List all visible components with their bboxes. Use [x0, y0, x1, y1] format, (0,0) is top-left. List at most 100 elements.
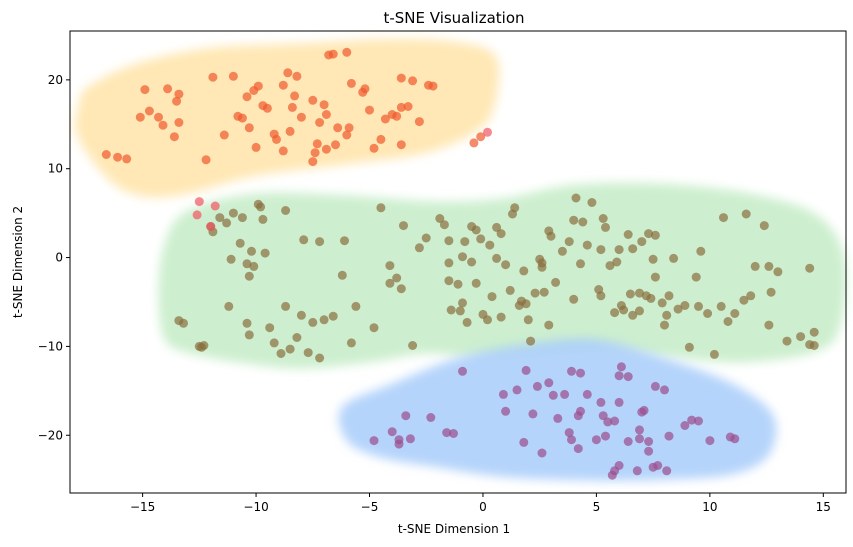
scatter-point	[673, 304, 683, 314]
scatter-point	[369, 323, 379, 333]
scatter-point	[337, 270, 347, 280]
scatter-point	[687, 415, 697, 425]
scatter-point	[578, 217, 588, 227]
cluster-region-3	[338, 338, 777, 481]
scatter-point	[376, 203, 386, 213]
scatter-point	[680, 301, 690, 310]
scatter-point	[569, 215, 579, 225]
scatter-point	[290, 91, 300, 101]
scatter-point	[632, 466, 642, 476]
scatter-point	[614, 245, 624, 255]
scatter-point	[265, 323, 275, 333]
scatter-point	[596, 245, 606, 255]
scatter-point	[539, 287, 549, 297]
scatter-point	[303, 348, 313, 358]
scatter-point	[694, 416, 703, 426]
scatter-point	[342, 47, 352, 57]
scatter-point	[249, 261, 259, 271]
scatter-point	[723, 317, 733, 326]
scatter-point	[346, 338, 356, 348]
scatter-point	[194, 341, 204, 351]
scatter-point	[396, 284, 406, 294]
scatter-point	[598, 214, 608, 223]
scatter-point	[730, 434, 740, 444]
scatter-point	[376, 134, 386, 144]
scatter-point	[610, 308, 620, 318]
y-tick-label: 20	[48, 73, 63, 87]
scatter-point	[403, 102, 413, 111]
scatter-point	[408, 76, 418, 86]
scatter-point	[287, 102, 297, 112]
scatter-point	[782, 336, 792, 346]
scatter-point	[333, 123, 343, 133]
scatter-point	[564, 428, 574, 438]
scatter-point	[428, 81, 438, 91]
scatter-point	[519, 266, 529, 276]
scatter-point	[694, 301, 703, 311]
scatter-point	[635, 288, 644, 298]
scatter-point	[512, 385, 522, 395]
scatter-point	[385, 261, 395, 271]
cluster-regions	[74, 38, 846, 481]
scatter-point	[321, 144, 331, 154]
scatter-point	[705, 436, 715, 446]
scatter-point	[278, 146, 288, 156]
scatter-point	[215, 213, 225, 223]
scatter-point	[442, 428, 452, 438]
scatter-point	[612, 257, 622, 267]
scatter-point	[444, 276, 454, 286]
scatter-point	[750, 261, 760, 271]
scatter-point	[576, 368, 585, 378]
scatter-point	[582, 240, 592, 250]
scatter-point	[135, 112, 145, 122]
x-axis-ticks: −15 −10 −5 0 5 10 15	[130, 493, 831, 514]
y-axis-ticks: −20 −10 0 10 20	[38, 73, 70, 442]
scatter-point	[505, 285, 515, 295]
scatter-point	[764, 261, 774, 271]
scatter-point	[660, 385, 669, 395]
x-tick-label: 10	[702, 500, 717, 514]
scatter-point	[657, 298, 667, 308]
scatter-point	[315, 237, 325, 247]
scatter-point	[387, 427, 397, 437]
cluster-region-1	[74, 38, 500, 198]
scatter-point	[351, 301, 361, 311]
scatter-point	[169, 132, 179, 142]
scatter-point	[619, 305, 629, 315]
scatter-point	[235, 238, 245, 248]
scatter-point	[635, 306, 644, 316]
scatter-point	[321, 110, 331, 119]
scatter-point	[312, 139, 322, 149]
scatter-point	[501, 406, 511, 416]
scatter-point	[399, 221, 408, 231]
scatter-point	[485, 240, 495, 250]
scatter-point	[471, 278, 481, 288]
scatter-point	[560, 389, 570, 399]
scatter-point	[628, 244, 638, 254]
scatter-point	[292, 333, 302, 342]
scatter-point	[483, 127, 492, 137]
scatter-point	[684, 342, 694, 352]
scatter-point	[385, 278, 395, 288]
scatter-point	[113, 152, 123, 162]
scatter-point	[809, 327, 819, 337]
x-tick-label: −10	[243, 500, 268, 514]
x-tick-label: 15	[816, 500, 831, 514]
scatter-point	[573, 444, 583, 454]
scatter-point	[158, 120, 168, 130]
scatter-point	[396, 140, 406, 150]
scatter-point	[237, 213, 247, 223]
scatter-point	[614, 397, 624, 407]
scatter-point	[458, 252, 467, 262]
scatter-point	[244, 330, 254, 340]
scatter-point	[201, 155, 211, 165]
scatter-point	[269, 338, 279, 348]
scatter-point	[628, 310, 638, 320]
scatter-point	[435, 214, 445, 223]
scatter-point	[369, 143, 379, 153]
chart-title: t-SNE Visualization	[383, 9, 524, 27]
scatter-point	[154, 112, 163, 122]
scatter-point	[242, 318, 252, 328]
scatter-point	[226, 254, 236, 264]
